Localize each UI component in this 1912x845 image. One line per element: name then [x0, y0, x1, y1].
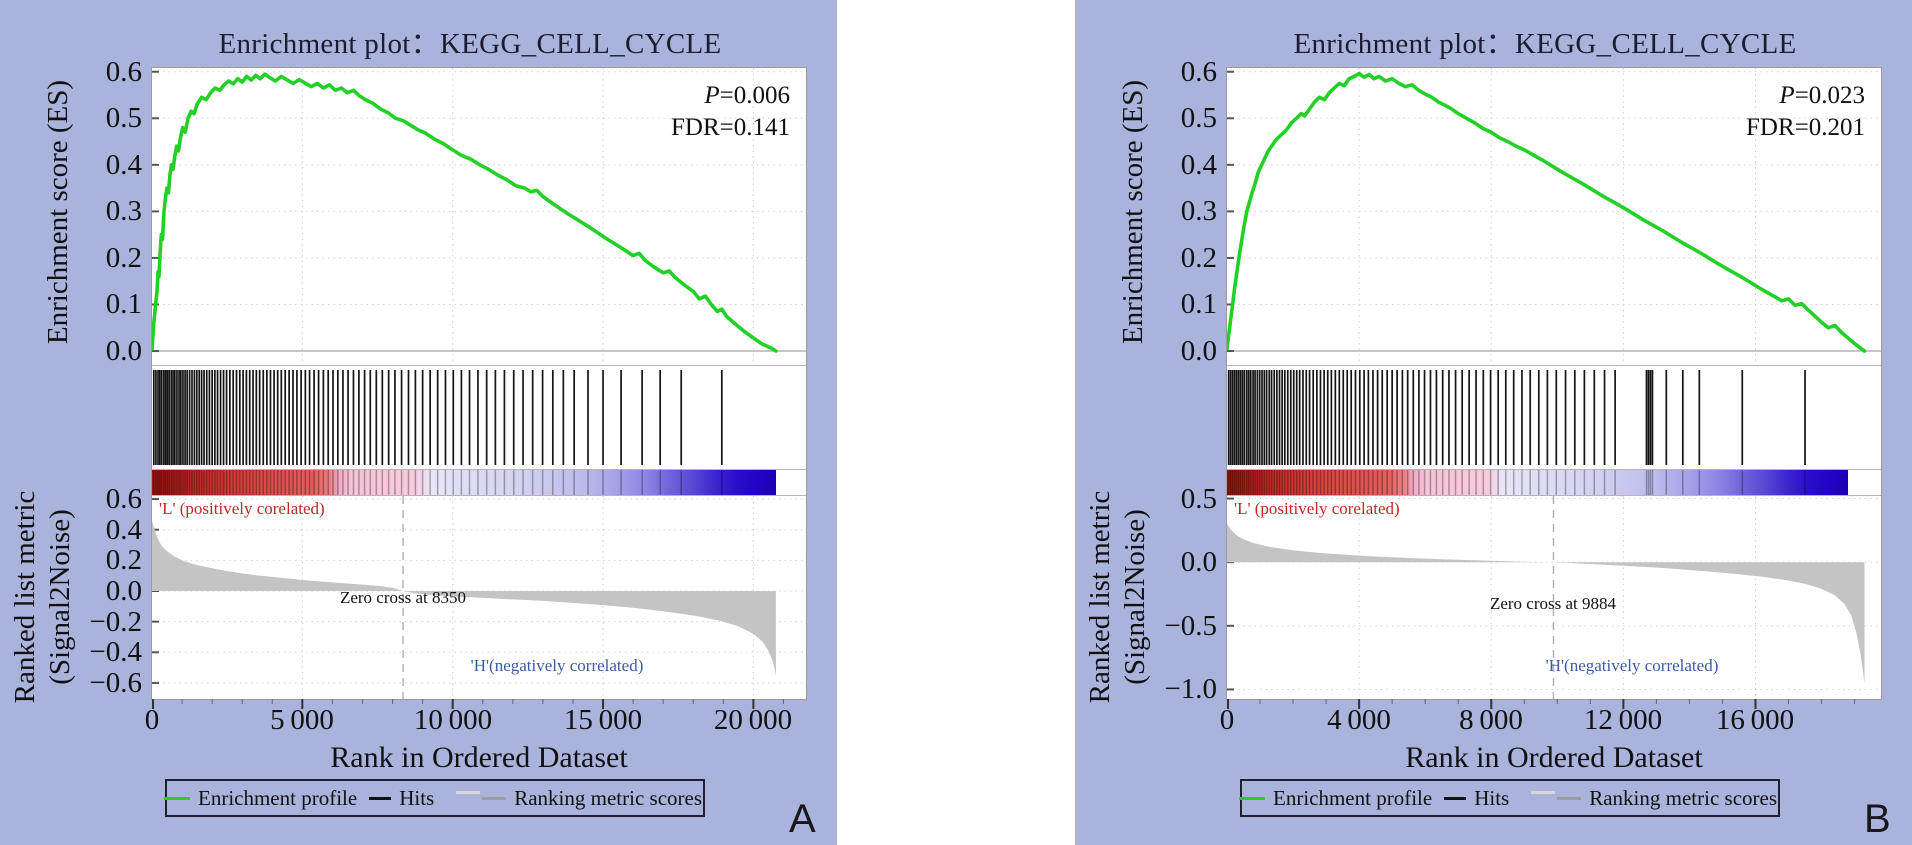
ranked-metric-chart [152, 495, 806, 699]
zero-cross-label: Zero cross at 9884 [1489, 594, 1617, 613]
y-tick-label: 0.1 [1180, 288, 1217, 320]
p-value-symbol: P [1779, 82, 1795, 109]
panel-letter: B [1864, 797, 1891, 841]
x-tick-label: 0 [144, 704, 160, 736]
x-tick-label: 16 000 [1715, 704, 1795, 736]
legend: Enrichment profile Hits Ranking metric s… [1239, 779, 1780, 817]
stats-block: P=0.006 FDR=0.141 [671, 80, 790, 144]
x-tick-label: 0 [1219, 704, 1235, 736]
y-tick-label: 0.4 [105, 514, 142, 546]
y-tick-label: 0.1 [105, 288, 142, 320]
x-tick-label: 12 000 [1583, 704, 1663, 736]
x-tick-label: 4 000 [1327, 704, 1391, 736]
enrichment-curve-chart [1227, 68, 1881, 365]
ranking-swatch [482, 796, 507, 800]
y-tick-label: 0.2 [105, 544, 142, 576]
y-tick-label: −1.0 [1164, 673, 1217, 705]
stats-block: P=0.023 FDR=0.201 [1746, 80, 1865, 144]
hits-swatch [1444, 796, 1467, 800]
legend-ranking: Ranking metric scores [514, 785, 702, 810]
x-axis-ticks [152, 699, 784, 709]
enrichment-curve-chart [152, 68, 806, 365]
hits-chart [152, 365, 806, 470]
y-tick-label: 0.6 [105, 483, 142, 515]
hits-swatch [369, 796, 392, 800]
y-tick-label: 0.4 [1180, 149, 1217, 181]
ranking-swatch-light [456, 790, 481, 794]
positively-correlated-label: 'L' (positively corelated) [1234, 499, 1400, 518]
legend-hits: Hits [1474, 785, 1510, 810]
p-value: =0.006 [719, 82, 790, 109]
enrichment-profile-swatch [164, 796, 190, 800]
rank-colorbar-track [152, 470, 806, 495]
plot-area: P=0.023 FDR=0.201 'L' (positively corela… [1227, 68, 1881, 709]
y-tick-label: 0.0 [105, 335, 142, 367]
rank-colorbar-hits-overlay [153, 470, 723, 495]
y-tick-label: 0.5 [105, 102, 142, 134]
p-value: =0.023 [1794, 82, 1865, 109]
y-tick-label: 0.0 [1180, 546, 1217, 578]
hits-chart [1227, 365, 1881, 470]
fdr-value: FDR=0.201 [1746, 114, 1865, 141]
rank-colorbar-track [1227, 470, 1881, 495]
y-tick-label: 0.3 [1180, 195, 1217, 227]
plot-title: Enrichment plot：KEGG_CELL_CYCLE [1293, 28, 1797, 60]
y-tick-label: 0.2 [105, 242, 142, 274]
x-axis-title: Rank in Ordered Dataset [330, 741, 628, 774]
positively-correlated-label: 'L' (positively corelated) [159, 499, 325, 518]
y-tick-label: 0.4 [105, 149, 142, 181]
y-tick-label: 0.5 [1180, 483, 1217, 515]
y-tick-label: 0.0 [1180, 335, 1217, 367]
zero-cross-label: Zero cross at 8350 [339, 588, 467, 607]
gsea-panel-b: Enrichment plot：KEGG_CELL_CYCLE Enrichme… [1075, 0, 1912, 845]
y-tick-label: 0.3 [105, 195, 142, 227]
plot-title: Enrichment plot：KEGG_CELL_CYCLE [218, 28, 722, 60]
x-tick-label: 8 000 [1459, 704, 1523, 736]
y-tick-label: 0.0 [105, 575, 142, 607]
y-tick-label: 0.6 [105, 56, 142, 88]
x-axis-ticks [1227, 699, 1856, 709]
y-tick-label: 0.2 [1180, 242, 1217, 274]
negatively-correlated-label: 'H'(negatively correlated) [1545, 656, 1719, 675]
panel-letter: A [789, 797, 816, 841]
y-tick-label: −0.6 [89, 667, 142, 699]
rank-colorbar [152, 470, 776, 495]
y-tick-label: 0.6 [1180, 56, 1217, 88]
x-tick-label: 5 000 [270, 704, 334, 736]
x-tick-label: 15 000 [563, 704, 643, 736]
gsea-panel-a: Enrichment plot：KEGG_CELL_CYCLE Enrichme… [0, 0, 837, 845]
y-tick-label: −0.5 [1164, 610, 1217, 642]
ranking-swatch-light [1531, 790, 1556, 794]
legend-enrichment-profile: Enrichment profile [1273, 785, 1433, 810]
negatively-correlated-label: 'H'(negatively correlated) [470, 656, 644, 675]
y-tick-label: −0.2 [89, 606, 142, 638]
rank-colorbar [1227, 470, 1848, 495]
ranked-metric-chart [1227, 495, 1881, 699]
enrichment-profile-swatch [1239, 796, 1265, 800]
x-tick-label: 10 000 [413, 704, 493, 736]
x-tick-label: 20 000 [713, 704, 793, 736]
plot-area: P=0.006 FDR=0.141 'L' (positively corela… [152, 68, 806, 709]
fdr-value: FDR=0.141 [671, 114, 790, 141]
legend: Enrichment profile Hits Ranking metric s… [164, 779, 705, 817]
ranking-swatch [1557, 796, 1582, 800]
p-value-symbol: P [704, 82, 720, 109]
legend-hits: Hits [399, 785, 435, 810]
legend-ranking: Ranking metric scores [1589, 785, 1777, 810]
rank-colorbar-hits-overlay [1227, 470, 1806, 495]
y-tick-label: −0.4 [89, 636, 142, 668]
x-axis-title: Rank in Ordered Dataset [1405, 741, 1703, 774]
y-tick-label: 0.5 [1180, 102, 1217, 134]
legend-enrichment-profile: Enrichment profile [198, 785, 358, 810]
